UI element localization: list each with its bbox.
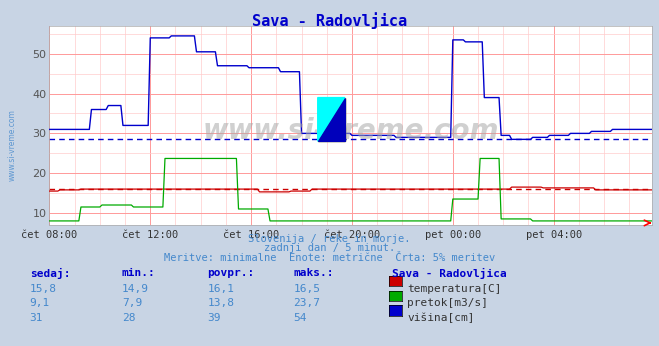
Text: Meritve: minimalne  Enote: metrične  Črta: 5% meritev: Meritve: minimalne Enote: metrične Črta:… [164,253,495,263]
Text: sedaj:: sedaj: [30,268,70,279]
Text: pretok[m3/s]: pretok[m3/s] [407,298,488,308]
Text: maks.:: maks.: [293,268,333,278]
Text: 31: 31 [30,313,43,323]
Polygon shape [318,98,345,142]
Text: www.si-vreme.com: www.si-vreme.com [8,109,17,181]
Text: Sava - Radovljica: Sava - Radovljica [392,268,507,279]
Text: temperatura[C]: temperatura[C] [407,284,501,294]
Text: 7,9: 7,9 [122,298,142,308]
Text: 13,8: 13,8 [208,298,235,308]
Text: 14,9: 14,9 [122,284,149,294]
Text: višina[cm]: višina[cm] [407,313,474,323]
Text: 39: 39 [208,313,221,323]
Text: zadnji dan / 5 minut.: zadnji dan / 5 minut. [264,243,395,253]
Text: 9,1: 9,1 [30,298,50,308]
Text: 28: 28 [122,313,135,323]
Text: 16,5: 16,5 [293,284,320,294]
Text: min.:: min.: [122,268,156,278]
Text: 54: 54 [293,313,306,323]
Polygon shape [318,98,345,142]
Text: www.si-vreme.com: www.si-vreme.com [203,117,499,145]
Text: Sava - Radovljica: Sava - Radovljica [252,12,407,29]
Text: 15,8: 15,8 [30,284,57,294]
Text: Slovenija / reke in morje.: Slovenija / reke in morje. [248,234,411,244]
Text: 16,1: 16,1 [208,284,235,294]
Text: 23,7: 23,7 [293,298,320,308]
Text: povpr.:: povpr.: [208,268,255,278]
Bar [318,98,345,142]
